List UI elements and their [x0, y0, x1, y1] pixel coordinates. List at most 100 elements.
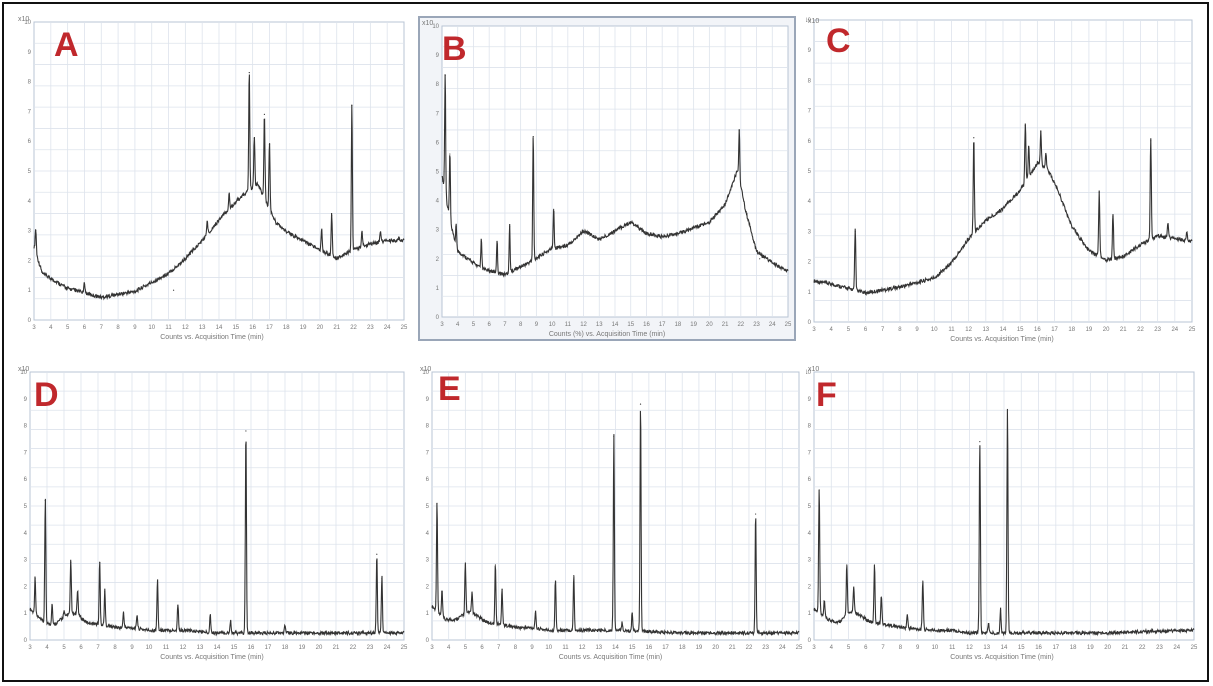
y-tick-label: 8 — [808, 424, 812, 430]
x-tick-label: 21 — [729, 645, 736, 651]
y-tick-label: 0 — [808, 320, 812, 326]
peak-point — [268, 143, 271, 145]
x-tick-label: 16 — [248, 645, 255, 651]
y-tick-label: 8 — [436, 82, 440, 88]
x-tick-label: 24 — [384, 325, 391, 331]
x-tick-label: 20 — [316, 645, 323, 651]
x-tick-label: 12 — [580, 322, 587, 328]
y-tick-label: 6 — [426, 477, 430, 483]
chromatogram-trace — [33, 74, 405, 301]
x-tick-label: 24 — [779, 645, 786, 651]
x-tick-label: 25 — [401, 645, 408, 651]
y-tick-label: 8 — [808, 78, 812, 84]
peak-point — [379, 232, 382, 235]
y-tick-label: 6 — [28, 139, 32, 145]
peak-point — [639, 403, 642, 405]
y-tick-label: 6 — [24, 477, 28, 483]
peak-point — [738, 130, 740, 132]
peak-point — [156, 580, 159, 582]
y-tick-label: 6 — [808, 477, 812, 483]
x-tick-label: 21 — [333, 645, 340, 651]
x-axis-label: Counts vs. Acquisition Time (min) — [950, 654, 1054, 661]
x-tick-label: 6 — [488, 322, 492, 328]
y-axis-unit: x10 — [420, 366, 432, 373]
x-tick-label: 13 — [596, 322, 603, 328]
x-tick-label: 13 — [983, 645, 990, 651]
y-tick-label: 1 — [24, 611, 28, 617]
peak-point — [228, 194, 230, 196]
peak-point — [1040, 131, 1042, 133]
x-axis-label: Counts vs. Acquisition Time (min) — [160, 654, 264, 661]
y-tick-label: 2 — [426, 584, 430, 590]
x-tick-label: 15 — [232, 325, 239, 331]
x-tick-label: 23 — [1154, 327, 1161, 333]
x-tick-label: 19 — [690, 322, 697, 328]
y-tick-label: 3 — [808, 558, 812, 564]
y-tick-label: 5 — [808, 169, 812, 175]
x-tick-label: 17 — [659, 322, 666, 328]
grid-lines — [814, 372, 1194, 640]
x-tick-label: 12 — [966, 645, 973, 651]
x-tick-label: 11 — [565, 322, 572, 328]
y-tick-label: 1 — [808, 611, 812, 617]
x-tick-label: 20 — [706, 322, 713, 328]
peak-point — [818, 489, 820, 491]
panel-label: F — [816, 376, 838, 414]
x-tick-label: 22 — [1139, 645, 1146, 651]
x-tick-label: 11 — [949, 645, 956, 651]
x-tick-label: 23 — [762, 645, 769, 651]
peak-point — [620, 229, 622, 231]
x-tick-label: 17 — [1052, 645, 1059, 651]
panel-label: D — [34, 376, 60, 414]
x-tick-label: 15 — [1018, 645, 1025, 651]
x-tick-label: 12 — [180, 645, 187, 651]
y-tick-label: 10 — [422, 370, 429, 376]
panel-label: A — [54, 26, 80, 64]
peak-point — [1028, 146, 1030, 148]
x-tick-label: 5 — [62, 645, 66, 651]
x-tick-label: 4 — [49, 325, 53, 331]
x-tick-label: 19 — [299, 645, 306, 651]
peak-point — [35, 230, 37, 232]
x-tick-label: 19 — [696, 645, 703, 651]
x-tick-label: 20 — [1104, 645, 1111, 651]
peak-point — [51, 604, 53, 606]
panel-label: E — [438, 370, 462, 408]
chromatogram-panel-b: 0 1 2 3 4 5 6 7 8 9 10 3 4 5 6 7 8 9 10 11 12 13 14 15 16 17 18 19 2… — [418, 16, 796, 341]
panel-label: B — [442, 30, 468, 68]
x-tick-label: 5 — [472, 322, 476, 328]
x-tick-label: 23 — [367, 645, 374, 651]
x-tick-label: 3 — [28, 645, 32, 651]
grid-lines — [34, 22, 404, 320]
x-tick-label: 8 — [898, 327, 902, 333]
x-tick-label: 8 — [514, 645, 518, 651]
chromatogram-trace — [431, 410, 800, 637]
peak-point — [381, 577, 383, 579]
peak-point — [444, 74, 446, 77]
x-tick-label: 19 — [1086, 327, 1093, 333]
y-tick-label: 5 — [28, 169, 32, 175]
peak-point — [436, 502, 438, 504]
peak-point — [532, 135, 534, 138]
x-tick-label: 16 — [646, 645, 653, 651]
peak-point — [759, 258, 761, 260]
x-tick-label: 7 — [497, 645, 501, 651]
peak-point — [122, 612, 125, 614]
x-tick-label: 18 — [1070, 645, 1077, 651]
x-tick-label: 17 — [1051, 327, 1058, 333]
y-tick-label: 9 — [808, 397, 812, 403]
peak-point — [449, 153, 451, 155]
y-tick-label: 8 — [24, 424, 28, 430]
peak-point — [331, 215, 333, 217]
x-tick-label: 13 — [982, 327, 989, 333]
y-tick-label: 0 — [28, 318, 32, 324]
x-tick-label: 17 — [266, 325, 273, 331]
x-tick-label: 15 — [1017, 327, 1024, 333]
x-tick-label: 11 — [165, 325, 172, 331]
y-tick-label: 3 — [28, 229, 32, 235]
x-tick-label: 5 — [464, 645, 468, 651]
x-tick-label: 4 — [830, 645, 834, 651]
peak-point — [853, 588, 855, 590]
x-tick-label: 25 — [1191, 645, 1198, 651]
